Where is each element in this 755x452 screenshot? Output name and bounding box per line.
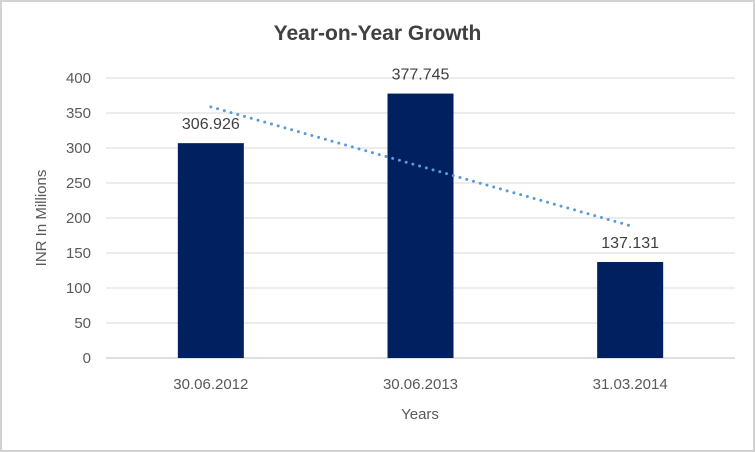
y-tick-label: 150 — [66, 245, 91, 262]
x-category-label: 31.03.2014 — [593, 376, 668, 393]
trendline[interactable] — [209, 105, 632, 228]
y-tick-label: 100 — [66, 280, 91, 297]
x-category-label: 30.06.2012 — [173, 376, 248, 393]
y-tick-label: 300 — [66, 140, 91, 157]
y-tick-label: 350 — [66, 105, 91, 122]
bar-series — [177, 93, 664, 359]
y-tick-label: 50 — [74, 315, 91, 332]
x-category-label: 30.06.2013 — [383, 376, 458, 393]
y-axis-title: INR In Millions — [33, 170, 50, 267]
x-axis-title: Years — [401, 406, 439, 423]
labels-group: 0 50 100 150 200 250 300 350 400 306.926 30.06.201… — [66, 67, 668, 393]
chart-title: Year-on-Year Growth — [273, 22, 482, 45]
data-label: 377.745 — [392, 67, 450, 84]
y-tick-label: 250 — [66, 175, 91, 192]
y-tick-label: 0 — [83, 350, 91, 367]
data-label: 306.926 — [182, 116, 240, 133]
bar-30.06.2013[interactable] — [387, 93, 454, 359]
data-label: 137.131 — [601, 235, 659, 252]
trendline-group — [209, 105, 632, 228]
bar-31.03.2014[interactable] — [597, 262, 664, 358]
y-tick-label: 200 — [66, 210, 91, 227]
bar-30.06.2012[interactable] — [177, 143, 244, 358]
y-tick-label: 400 — [66, 70, 91, 87]
